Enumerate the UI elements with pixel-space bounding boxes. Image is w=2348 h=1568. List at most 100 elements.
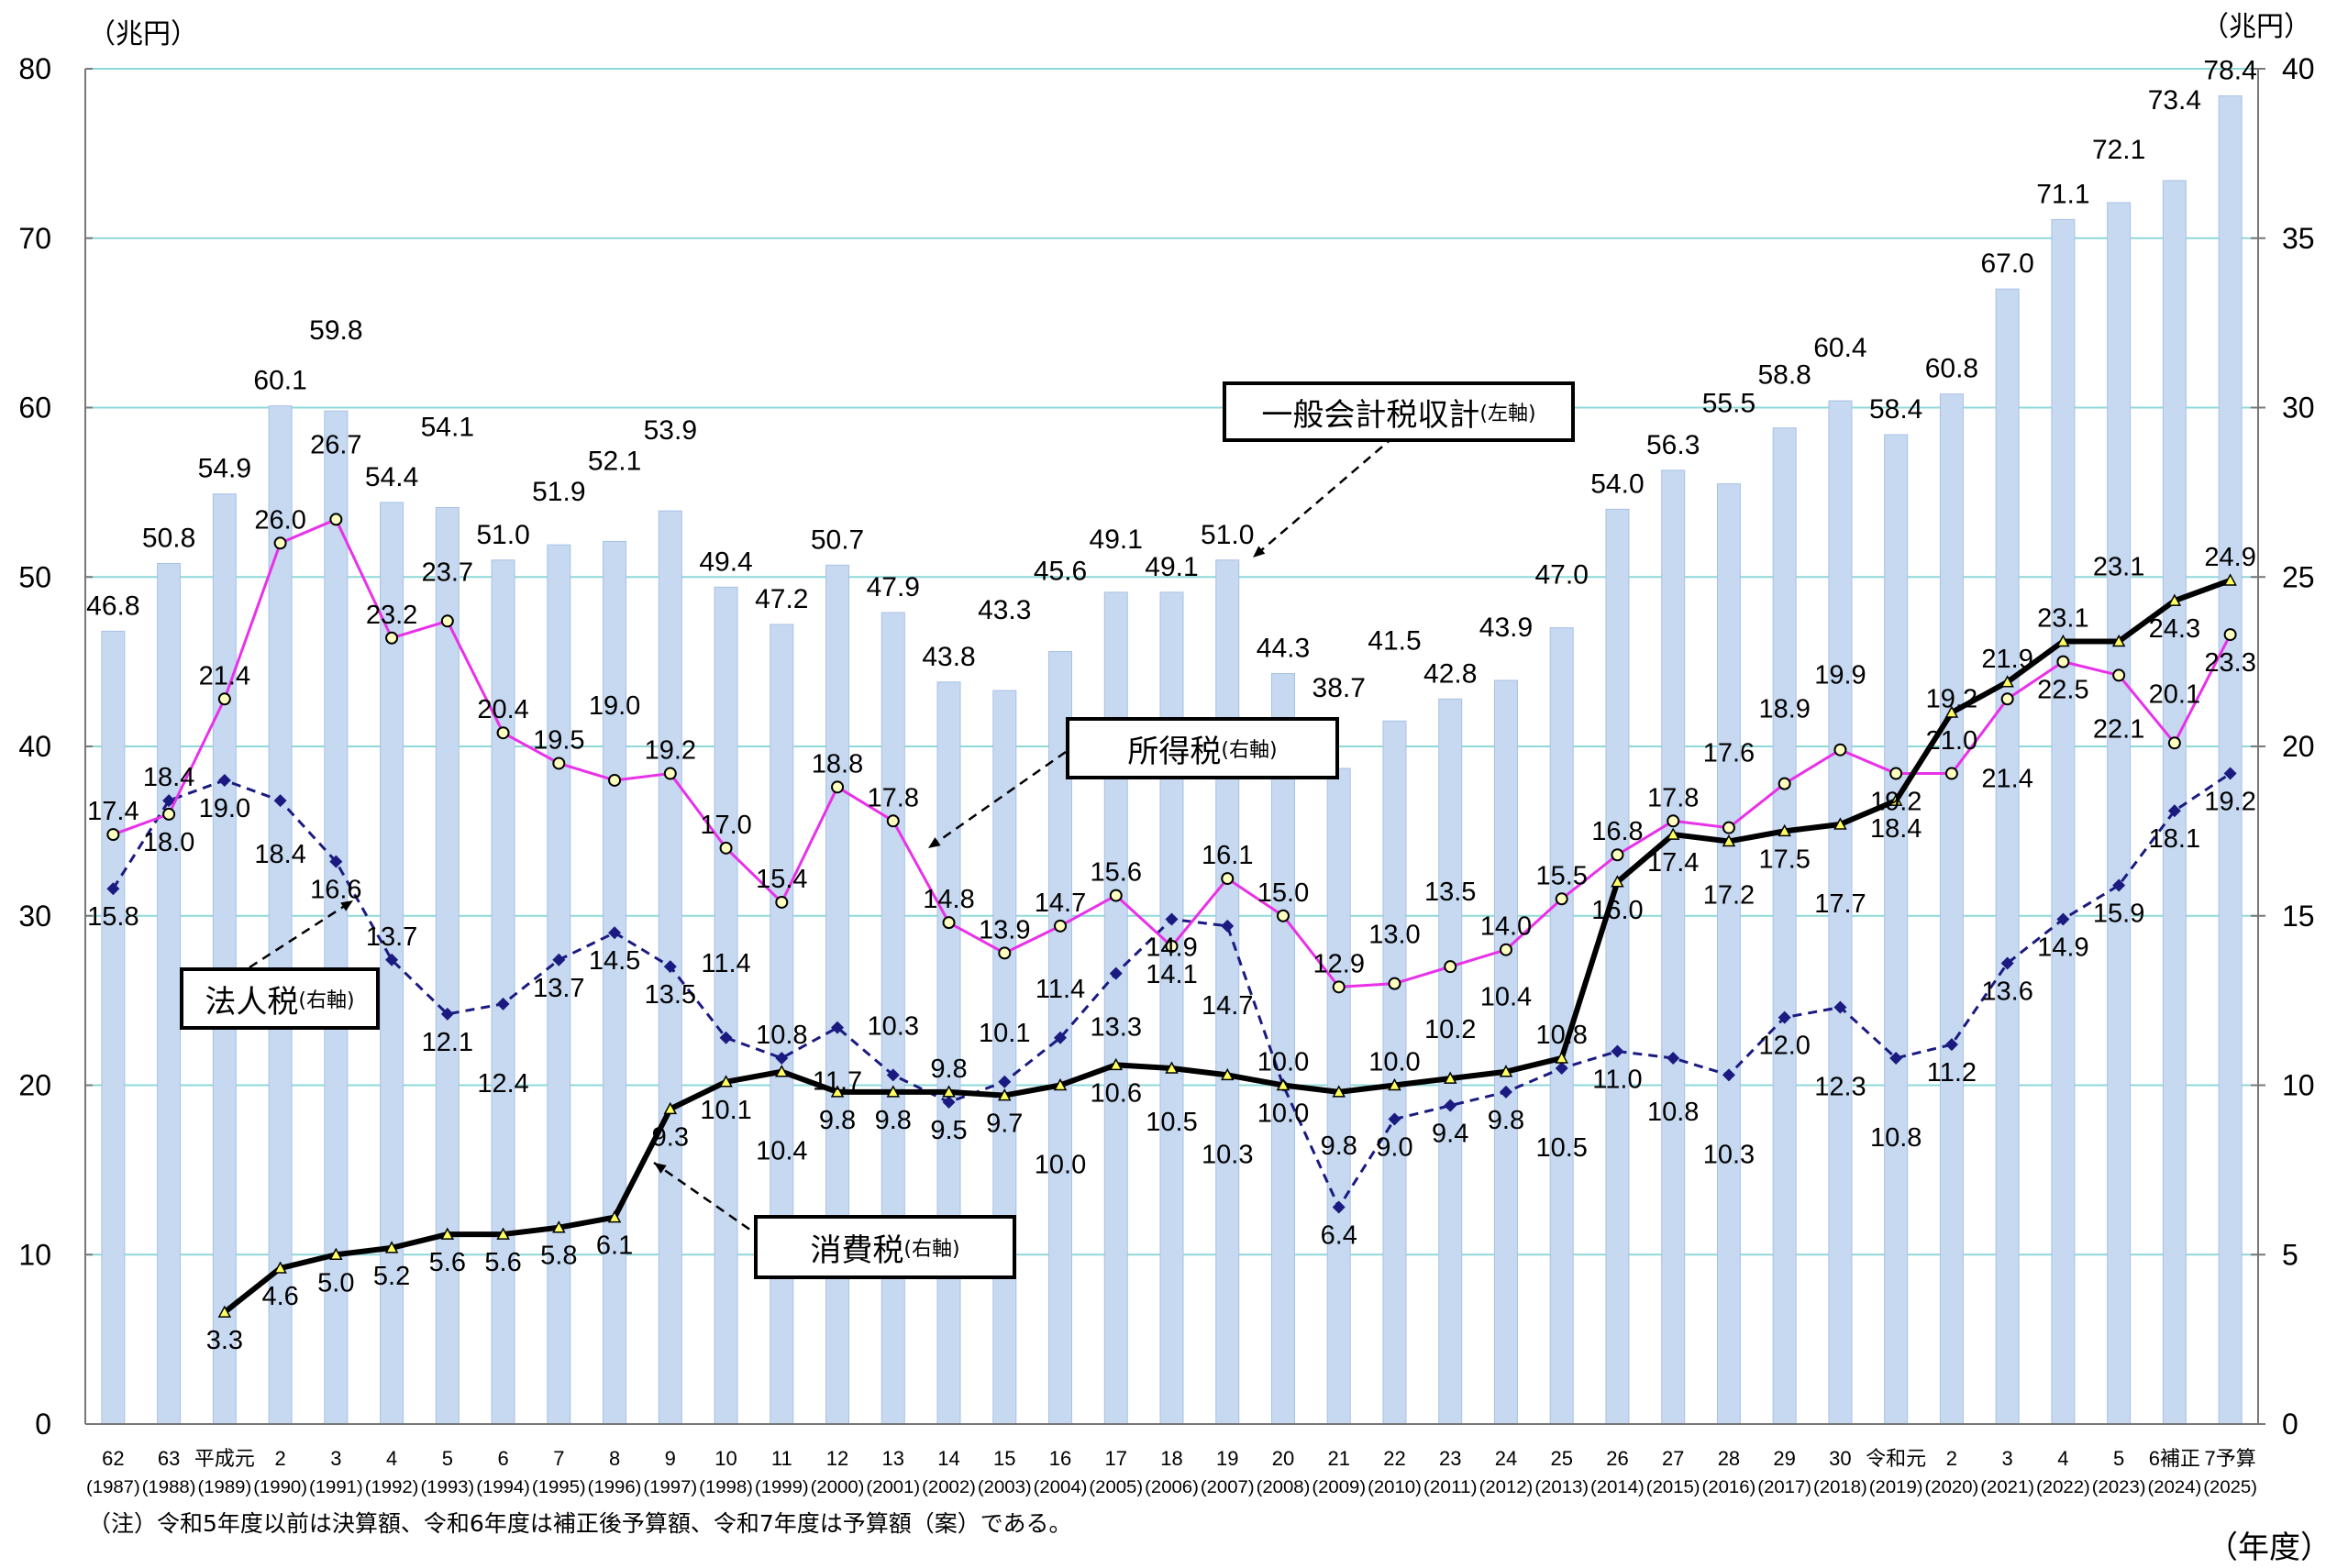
income-tax-point bbox=[1276, 909, 1290, 922]
corporate-tax-point bbox=[1555, 1062, 1568, 1076]
corporate-tax-value-label: 12.3 bbox=[1814, 1073, 1866, 1102]
bar-total-revenue bbox=[1828, 400, 1853, 1425]
bar-total-revenue bbox=[1661, 469, 1686, 1425]
x-tick-label-year: (1992) bbox=[365, 1478, 419, 1497]
corporate-tax-point bbox=[2000, 956, 2014, 970]
bar-total-revenue bbox=[2107, 202, 2132, 1425]
x-tick-label: 平成元 bbox=[194, 1447, 255, 1470]
corporate-tax-point bbox=[608, 926, 622, 940]
consumption-tax-value-label: 10.2 bbox=[1424, 1015, 1476, 1044]
x-tick-label: 11 bbox=[771, 1447, 792, 1470]
corporate-tax-value-label: 13.7 bbox=[366, 922, 417, 952]
left-tick-label: 70 bbox=[18, 222, 51, 255]
corporate-tax-value-label: 9.8 bbox=[1488, 1106, 1524, 1135]
bar-value-label: 73.4 bbox=[2148, 85, 2201, 116]
left-tick-label: 10 bbox=[18, 1238, 51, 1271]
income-tax-value-label: 15.4 bbox=[756, 865, 807, 894]
income-tax-value-label: 12.9 bbox=[1313, 949, 1365, 978]
callout-income-axis: (右軸) bbox=[1221, 739, 1278, 762]
income-tax-point bbox=[2167, 736, 2181, 750]
corporate-tax-point bbox=[886, 1068, 900, 1082]
income-tax-point bbox=[1778, 777, 1791, 790]
x-tick-label-year: (1991) bbox=[309, 1478, 363, 1497]
consumption-tax-point bbox=[1220, 1067, 1235, 1081]
income-tax-point bbox=[1332, 980, 1346, 994]
bar-total-revenue bbox=[936, 681, 961, 1425]
corporate-tax-value-label: 14.9 bbox=[1146, 933, 1197, 962]
x-tick-label-year: (2005) bbox=[1089, 1478, 1143, 1497]
x-tick-label-year: (2021) bbox=[1980, 1478, 2034, 1497]
consumption-tax-point bbox=[384, 1241, 399, 1253]
x-tick-label: 23 bbox=[1439, 1447, 1461, 1470]
bar-total-revenue bbox=[2051, 218, 2076, 1425]
income-tax-point bbox=[1611, 848, 1624, 862]
income-tax-value-label: 19.5 bbox=[533, 725, 584, 755]
right-tick-label: 0 bbox=[2282, 1408, 2298, 1441]
callout-corporate-tax: 法人税 (右軸) bbox=[180, 967, 380, 1030]
corporate-tax-point bbox=[1778, 1010, 1791, 1024]
corporate-tax-value-label: 18.4 bbox=[254, 840, 305, 869]
corporate-tax-value-label: 10.8 bbox=[1647, 1098, 1699, 1127]
consumption-tax-point bbox=[1109, 1057, 1124, 1071]
corporate-tax-value-label: 10.1 bbox=[979, 1019, 1030, 1048]
x-tick-label: 7 bbox=[553, 1447, 564, 1470]
corporate-tax-value-label: 10.8 bbox=[1870, 1123, 1922, 1153]
corporate-tax-point bbox=[1833, 1000, 1847, 1014]
income-tax-point bbox=[831, 780, 845, 794]
income-tax-point bbox=[496, 726, 510, 740]
bar-value-label: 51.9 bbox=[532, 477, 585, 507]
bar-total-revenue bbox=[714, 586, 738, 1425]
consumption-tax-value-label: 17.4 bbox=[1647, 848, 1699, 878]
corporate-tax-value-label: 11.2 bbox=[1927, 1058, 1977, 1088]
corporate-tax-point bbox=[440, 1007, 454, 1021]
income-tax-point bbox=[1722, 821, 1735, 834]
income-tax-point bbox=[719, 841, 733, 855]
bar-value-label: 47.2 bbox=[755, 584, 808, 614]
bar-total-revenue bbox=[1493, 679, 1518, 1425]
consumption-tax-point bbox=[552, 1220, 566, 1233]
left-tick-label: 20 bbox=[18, 1069, 51, 1102]
corporate-tax-value-label: 12.1 bbox=[422, 1028, 473, 1057]
consumption-tax-point bbox=[1611, 875, 1624, 888]
x-tick-label: 6補正 bbox=[2149, 1447, 2200, 1470]
consumption-tax-point bbox=[2056, 634, 2070, 647]
x-tick-label-year: (2003) bbox=[978, 1478, 1032, 1497]
bar-value-label: 43.3 bbox=[978, 595, 1031, 625]
consumption-tax-point bbox=[830, 1085, 845, 1098]
x-tick-label: 22 bbox=[1383, 1447, 1405, 1470]
consumption-tax-value-label: 5.6 bbox=[429, 1248, 466, 1277]
bar-value-label: 49.1 bbox=[1145, 552, 1198, 582]
callout-corporate-axis: (右軸) bbox=[298, 989, 355, 1012]
income-tax-point bbox=[1109, 889, 1123, 902]
right-tick-label: 30 bbox=[2282, 392, 2315, 425]
consumption-tax-value-label: 10.1 bbox=[700, 1096, 751, 1125]
corporate-tax-point bbox=[1054, 1031, 1068, 1044]
corporate-tax-value-label: 19.0 bbox=[199, 794, 250, 823]
arrow-total-revenue bbox=[1252, 436, 1395, 558]
consumption-tax-value-label: 5.2 bbox=[373, 1262, 410, 1291]
x-tick-label: 30 bbox=[1829, 1447, 1851, 1470]
consumption-tax-value-label: 10.0 bbox=[1257, 1099, 1309, 1129]
bar-value-label: 50.7 bbox=[811, 525, 864, 555]
callout-corporate-name: 法人税 bbox=[205, 983, 299, 1021]
income-tax-value-label: 20.4 bbox=[477, 695, 528, 724]
consumption-tax-point bbox=[886, 1085, 901, 1098]
data-labels: 46.850.854.960.159.854.454.151.051.952.1… bbox=[86, 56, 2257, 1356]
corporate-tax-point bbox=[1667, 1051, 1680, 1065]
consumption-tax-point bbox=[1388, 1077, 1401, 1091]
x-tick-label-year: (1987) bbox=[86, 1478, 140, 1497]
income-tax-point bbox=[1444, 960, 1457, 974]
x-tick-label: 14 bbox=[937, 1447, 959, 1470]
consumption-tax-value-label: 18.4 bbox=[1870, 814, 1922, 844]
corporate-tax-value-label: 19.2 bbox=[2204, 788, 2255, 817]
bar-value-label: 46.8 bbox=[86, 591, 139, 621]
bar-value-label: 43.8 bbox=[922, 642, 975, 672]
corporate-tax-point bbox=[552, 953, 566, 966]
consumption-tax-value-label: 10.5 bbox=[1146, 1108, 1197, 1137]
corporate-tax-value-label: 9.0 bbox=[1376, 1132, 1412, 1162]
corporate-tax-value-label: 14.5 bbox=[589, 946, 640, 976]
income-tax-value-label: 17.8 bbox=[868, 783, 919, 812]
callout-total-revenue: 一般会計税収計 (左軸) bbox=[1223, 381, 1575, 442]
callout-income-name: 所得税 bbox=[1127, 733, 1222, 770]
